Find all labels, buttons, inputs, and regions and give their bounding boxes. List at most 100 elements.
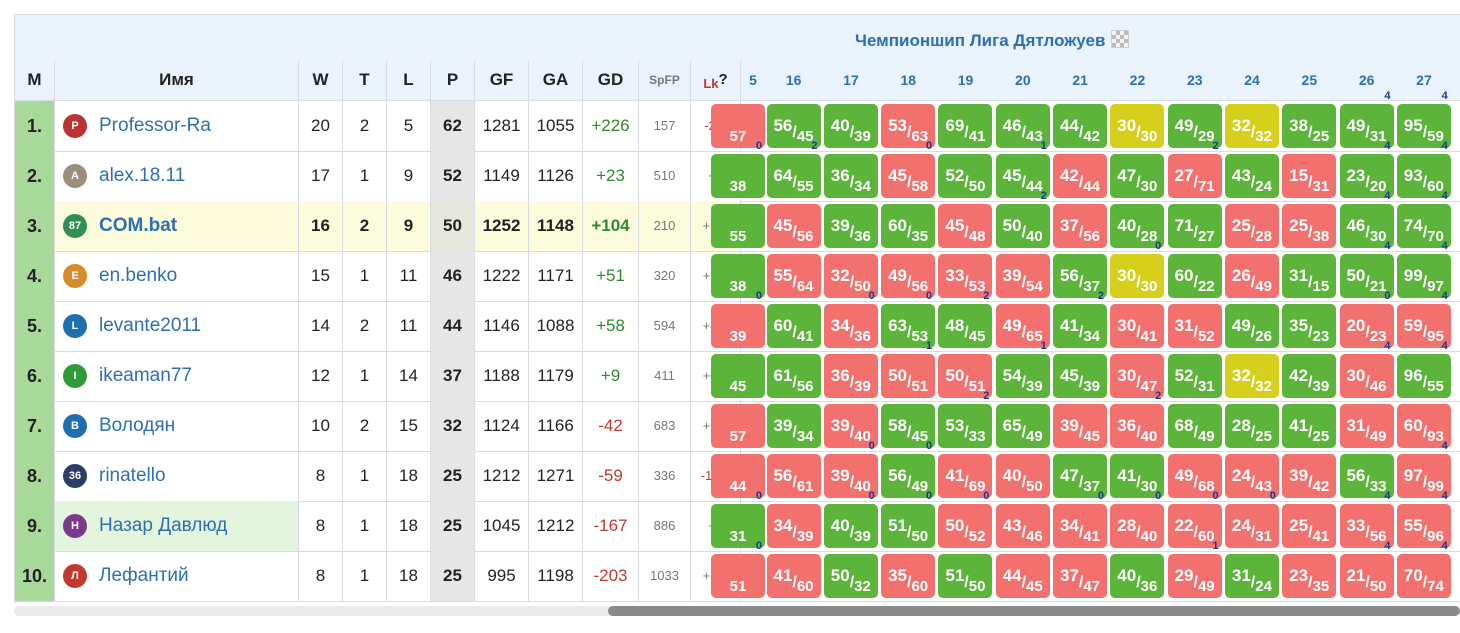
match-result-badge[interactable]: 49/56 <box>881 254 936 298</box>
match-result-badge[interactable]: 15/31 <box>1282 154 1337 198</box>
header-lk[interactable]: Lk? <box>691 60 741 100</box>
match-result-badge[interactable]: 61/56 <box>766 354 821 398</box>
match-result-badge[interactable]: 47/37 <box>1053 454 1107 498</box>
match-result-badge[interactable]: 20/23 0 <box>1339 290 1394 348</box>
match-result-badge[interactable]: 31/15 <box>1282 254 1337 298</box>
round-header-20[interactable]: 20 <box>1015 72 1031 88</box>
match-result-badge[interactable]: 55/96 4 <box>1396 490 1451 548</box>
match-result-badge[interactable]: 56/49 0 <box>881 440 936 498</box>
match-result-badge[interactable]: 46/43 <box>995 104 1050 148</box>
match-result-badge[interactable]: 50/21 4 <box>1339 240 1394 298</box>
match-result-badge[interactable]: 95/59 4 <box>1396 90 1451 148</box>
match-result-badge[interactable]: 50/40 2 <box>995 190 1050 248</box>
match-result-badge[interactable]: 32/32 <box>1224 354 1279 398</box>
match-result-badge[interactable]: 39/34 <box>766 404 821 448</box>
match-result-badge[interactable]: 59/95 4 <box>1396 290 1451 348</box>
match-result-badge[interactable]: 25/38 <box>1282 204 1337 248</box>
round-header-19[interactable]: 19 <box>957 72 974 88</box>
match-result-badge[interactable]: 40/36 <box>1110 554 1165 598</box>
player-name-link[interactable]: 36 rinatello <box>55 451 299 501</box>
match-result-badge[interactable]: 45/56 <box>766 204 821 248</box>
match-result-badge[interactable]: 56/61 <box>766 454 821 498</box>
match-result-badge[interactable]: 31/52 <box>1167 304 1222 348</box>
match-result-badge[interactable]: 23/20 4 <box>1339 140 1394 198</box>
match-result-badge[interactable]: 57 <box>711 404 765 448</box>
help-icon[interactable]: ? <box>718 71 728 88</box>
match-result-badge[interactable]: 97/99 4 <box>1396 440 1451 498</box>
match-result-badge[interactable]: 39/45 <box>1053 404 1107 448</box>
match-result-badge[interactable]: 42/44 <box>1053 154 1107 198</box>
match-result-badge[interactable]: 52/31 <box>1167 354 1222 398</box>
match-result-badge[interactable]: 56/45 <box>766 104 821 148</box>
match-result-badge[interactable]: 40/39 <box>823 104 878 148</box>
player-name-link[interactable]: H Назар Давлюд <box>55 501 299 551</box>
match-result-badge[interactable]: 57 <box>711 104 765 148</box>
match-result-badge[interactable]: 44 <box>711 454 765 498</box>
player-name[interactable]: ikeaman77 <box>99 365 192 386</box>
match-result-badge[interactable]: 28/40 0 <box>1110 490 1165 548</box>
match-result-badge[interactable]: 93/60 4 <box>1396 140 1451 198</box>
match-result-badge[interactable]: 27/71 2 <box>1167 140 1222 198</box>
match-result-badge[interactable]: 46/30 4 <box>1339 190 1394 248</box>
match-result-badge[interactable]: 39/42 <box>1282 454 1337 498</box>
match-result-badge[interactable]: 45/48 <box>938 204 993 248</box>
match-result-badge[interactable]: 28/25 <box>1224 404 1279 448</box>
match-result-badge[interactable]: 52/50 <box>938 154 993 198</box>
round-header-23[interactable]: 23 <box>1186 72 1203 88</box>
match-result-badge[interactable]: 53/63 <box>881 104 936 148</box>
match-result-badge[interactable]: 41/69 <box>938 454 993 498</box>
match-result-badge[interactable]: 44/45 <box>995 554 1050 598</box>
match-result-badge[interactable]: 55/64 <box>766 254 821 298</box>
match-result-badge[interactable]: 35/23 <box>1282 304 1337 348</box>
player-name[interactable]: en.benko <box>99 265 178 286</box>
scrollbar-thumb[interactable] <box>608 606 1460 616</box>
round-header-26[interactable]: 26 <box>1358 72 1375 88</box>
round-header-22[interactable]: 22 <box>1129 72 1146 88</box>
match-result-badge[interactable]: 49/65 <box>995 304 1050 348</box>
match-result-badge[interactable]: 38/25 <box>1282 104 1337 148</box>
round-header-18[interactable]: 18 <box>900 72 917 88</box>
round-header-17[interactable]: 17 <box>843 72 859 88</box>
match-result-badge[interactable]: 32/50 <box>823 254 878 298</box>
match-result-badge[interactable]: 21/50 4 <box>1339 540 1394 598</box>
match-result-badge[interactable]: 30/46 4 <box>1339 340 1394 398</box>
match-result-badge[interactable]: 53/33 2 <box>938 390 993 448</box>
match-result-badge[interactable]: 26/49 <box>1224 254 1279 298</box>
player-name-link[interactable]: P Professor-Ra <box>55 101 299 151</box>
match-result-badge[interactable]: 41/60 <box>766 554 821 598</box>
match-result-badge[interactable]: 45/44 1 <box>995 140 1050 198</box>
match-result-badge[interactable]: 35/60 <box>881 554 936 598</box>
match-result-badge[interactable]: 34/36 0 <box>823 290 878 348</box>
match-result-badge[interactable]: 24/31 0 <box>1224 490 1279 548</box>
match-result-badge[interactable]: 36/34 <box>823 154 878 198</box>
match-result-badge[interactable]: 69/41 <box>938 104 993 148</box>
round-header-25[interactable]: 25 <box>1301 72 1318 88</box>
match-result-badge[interactable]: 41/25 <box>1282 404 1337 448</box>
match-result-badge[interactable]: 25/28 <box>1224 204 1279 248</box>
match-result-badge[interactable]: 36/40 2 <box>1110 390 1165 448</box>
match-result-badge[interactable]: 38 <box>711 254 765 298</box>
match-result-badge[interactable]: 49/29 <box>1167 104 1222 148</box>
match-result-badge[interactable]: 39/40 0 <box>823 440 878 498</box>
match-result-badge[interactable]: 99/97 4 <box>1396 240 1451 298</box>
match-result-badge[interactable]: 49/26 <box>1224 304 1279 348</box>
match-result-badge[interactable]: 71/27 <box>1167 204 1222 248</box>
match-result-badge[interactable]: 64/55 2 <box>766 140 821 198</box>
match-result-badge[interactable]: 55 <box>711 204 765 248</box>
match-result-badge[interactable]: 36/39 <box>823 354 878 398</box>
match-result-badge[interactable]: 38 0 <box>711 140 765 198</box>
match-result-badge[interactable]: 22/60 0 <box>1167 490 1222 548</box>
match-result-badge[interactable]: 45/58 0 <box>881 140 936 198</box>
player-name[interactable]: levante2011 <box>99 315 202 336</box>
match-result-badge[interactable]: 40/50 <box>995 454 1050 498</box>
match-result-badge[interactable]: 48/45 2 <box>938 290 993 348</box>
match-result-badge[interactable]: 44/42 <box>1053 104 1107 148</box>
championship-title-text[interactable]: Чемпионшип Лига Дятложуев <box>855 31 1106 50</box>
round-header-27[interactable]: 27 <box>1416 72 1432 88</box>
player-name[interactable]: Назар Давлюд <box>99 515 228 536</box>
match-result-badge[interactable]: 56/33 <box>1339 454 1394 498</box>
match-result-badge[interactable]: 49/31 4 <box>1339 90 1394 148</box>
match-result-badge[interactable]: 40/39 0 <box>823 490 878 548</box>
